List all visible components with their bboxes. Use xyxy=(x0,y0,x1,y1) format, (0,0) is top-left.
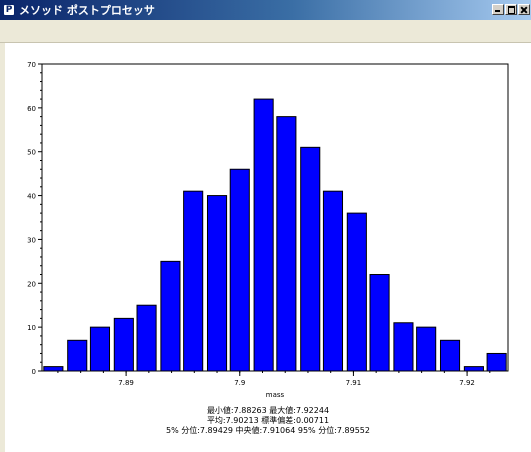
x-tick-label: 7.9 xyxy=(234,379,245,387)
y-tick-label: 0 xyxy=(32,368,36,376)
histogram-bar xyxy=(183,190,204,372)
y-tick-label: 10 xyxy=(27,324,36,332)
histogram-bar xyxy=(89,326,111,372)
x-tick-label: 7.89 xyxy=(118,379,134,387)
y-tick-label: 50 xyxy=(27,149,36,157)
stats-mean-std: 平均:7.90213 標準偏差:0.00711 xyxy=(206,416,330,425)
y-tick-label: 70 xyxy=(27,61,36,69)
plot-frame xyxy=(41,63,509,372)
app-icon[interactable]: P xyxy=(3,4,15,16)
histogram-bar xyxy=(486,352,507,372)
x-axis-label: mass xyxy=(266,391,285,399)
histogram-bar xyxy=(113,317,134,372)
y-tick-label: 30 xyxy=(27,236,36,244)
histogram-bar xyxy=(300,146,321,372)
stats-min-max: 最小値:7.88263 最大値:7.92244 xyxy=(206,406,330,415)
y-tick-label: 60 xyxy=(27,105,36,113)
y-tick-label: 20 xyxy=(27,280,36,288)
x-tick-label: 7.91 xyxy=(346,379,362,387)
histogram-bar xyxy=(43,366,64,372)
toolbar-area xyxy=(0,20,531,43)
app-icon-glyph: P xyxy=(5,4,13,15)
histogram-bar xyxy=(393,322,414,372)
window-title: メソッド ポストプロセッサ xyxy=(19,4,155,17)
title-bar: P メソッド ポストプロセッサ xyxy=(0,0,531,20)
maximize-icon[interactable] xyxy=(505,4,517,15)
histogram-bar xyxy=(160,260,181,372)
histogram-bar xyxy=(253,98,274,372)
chart-panel: 0 10 20 30 40 50 60 70 7.89 7.9 7.91 7.92 mass 最小値:7… xyxy=(5,43,531,452)
histogram-bar xyxy=(439,339,461,372)
stats-block: 最小値:7.88263 最大値:7.92244 平均:7.90213 標準偏差:… xyxy=(5,406,531,436)
histogram-bar xyxy=(346,212,367,372)
minimize-icon[interactable] xyxy=(492,4,504,15)
histogram-chart: 0 10 20 30 40 50 60 70 7.89 7.9 7.91 7.92 mass xyxy=(27,61,509,399)
histogram-bar xyxy=(463,366,484,372)
window-controls xyxy=(491,4,530,15)
x-tick-label: 7.92 xyxy=(459,379,475,387)
histogram-bar xyxy=(229,168,250,372)
close-icon[interactable] xyxy=(518,4,530,15)
histogram-bar xyxy=(136,304,157,372)
histogram-bar xyxy=(416,326,437,372)
histogram-bar xyxy=(276,116,297,372)
stats-percentiles: 5% 分位:7.89429 中央値:7.91064 95% 分位:7.89552 xyxy=(166,426,370,435)
histogram-bar xyxy=(67,339,88,372)
histogram-bar xyxy=(369,274,390,372)
histogram-bar xyxy=(206,195,228,372)
y-tick-label: 40 xyxy=(27,193,36,201)
histogram-bar xyxy=(322,190,344,372)
